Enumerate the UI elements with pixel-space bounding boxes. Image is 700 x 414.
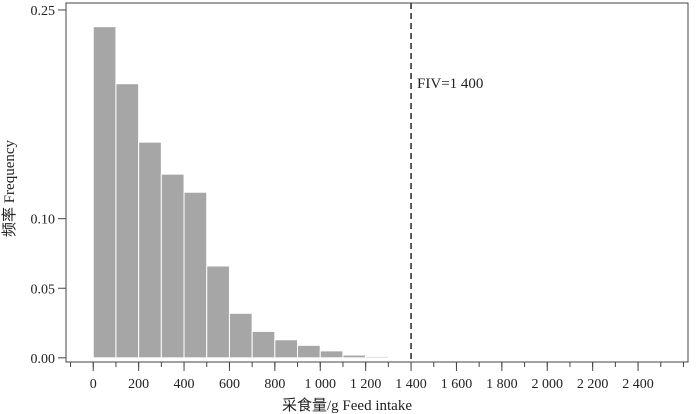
x-tick-label: 1 400 [395,377,427,392]
x-tick-label: 600 [219,377,240,392]
histogram-bar-11 [342,354,367,359]
x-tick-label: 2 400 [622,377,654,392]
x-tick-label: 1 200 [350,377,382,392]
histogram-bar-1 [115,83,140,359]
histogram-bar-10 [319,350,344,359]
histogram-bar-0 [92,26,117,359]
histogram-bar-6 [228,312,253,359]
x-tick-label: 800 [264,377,285,392]
histogram-bar-2 [138,141,162,359]
histogram-bar-4 [183,191,208,359]
histogram-bar-7 [251,330,276,359]
x-tick-label: 0 [90,377,97,392]
bars-group [92,26,412,359]
histogram-bar-9 [297,344,321,359]
y-tick-label: 0.10 [31,213,56,228]
y-axis-title: 频率 Frequency [1,139,18,237]
x-tick-label: 200 [128,377,149,392]
y-tick-label: 0.25 [31,4,56,19]
histogram-bar-13 [387,356,412,359]
x-tick-label: 2 000 [532,377,564,392]
x-tick-label: 2 200 [577,377,609,392]
y-tick-label: 0.00 [31,352,56,367]
histogram-bar-12 [365,355,389,359]
x-tick-label: 400 [174,377,195,392]
histogram-bar-3 [160,173,185,359]
plot-frame-group [65,2,689,363]
histogram-bar-8 [274,339,299,359]
x-axis-ticks: 0 200 400 600 800 1 000 1 200 1 400 1 600 1 800 2 … [70,362,684,392]
x-tick-label: 1 000 [304,377,336,392]
x-tick-label: 1 800 [486,377,518,392]
x-tick-label: 1 600 [441,377,473,392]
reference-line-group: FIV=1 400 [410,3,483,362]
y-tick-label: 0.05 [31,282,56,297]
y-axis-ticks: 0.00 0.05 0.10 0.25 [31,4,66,367]
plot-frame [65,2,689,363]
histogram-bar-5 [206,265,230,359]
reference-line-label: FIV=1 400 [417,76,483,92]
x-axis-title: 采食量/g Feed intake [282,397,412,414]
